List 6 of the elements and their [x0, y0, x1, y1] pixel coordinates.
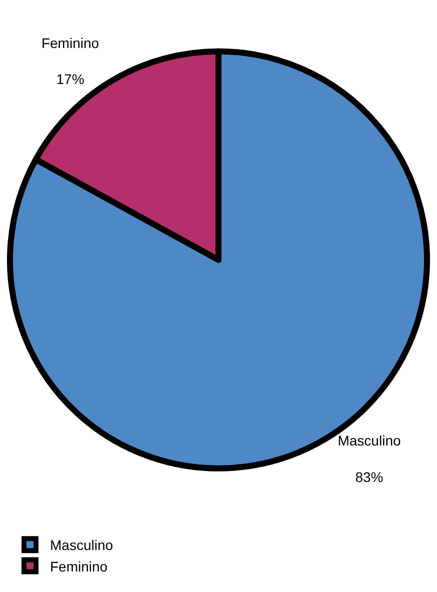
slice-label: Feminino — [41, 34, 100, 51]
legend-label: Masculino — [50, 537, 114, 554]
data-label: 17% — [56, 71, 84, 88]
data-label: 83% — [355, 468, 384, 485]
legend-label: Feminino — [50, 558, 108, 574]
slice-label: Masculino — [338, 432, 401, 449]
